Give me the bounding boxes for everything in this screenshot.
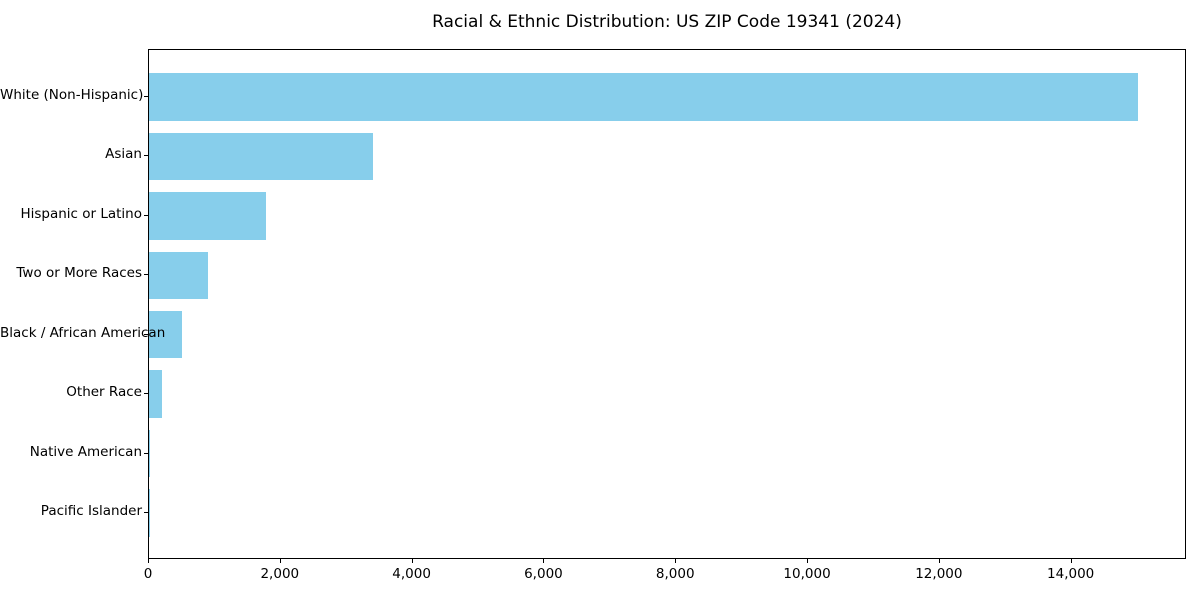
- y-tick-label: Two or More Races: [16, 265, 142, 282]
- y-tick-mark: [144, 452, 148, 454]
- bar-black-african-american: [149, 310, 182, 359]
- y-tick-mark: [144, 393, 148, 395]
- x-tick-mark: [675, 559, 677, 563]
- bar-hispanic-or-latino: [149, 192, 266, 240]
- x-tick-label: 14,000: [1047, 566, 1095, 582]
- x-tick-mark: [411, 559, 413, 563]
- x-tick-mark: [148, 559, 149, 563]
- y-tick-label: Asian: [105, 146, 142, 163]
- x-tick-mark: [543, 559, 545, 563]
- x-tick-label: 4,000: [392, 566, 431, 582]
- y-tick-mark: [144, 512, 148, 514]
- y-tick-label: Other Race: [66, 384, 142, 401]
- y-tick-label: Black / African American: [0, 324, 166, 341]
- plot-area: [148, 49, 1186, 559]
- x-tick-label: 8,000: [655, 566, 695, 582]
- y-tick-mark: [144, 214, 148, 216]
- bar-white-non-hispanic: [149, 73, 1138, 121]
- y-tick-label: Pacific Islander: [40, 503, 142, 520]
- bar-asian: [149, 132, 374, 181]
- y-tick-label: Native American: [29, 443, 142, 460]
- x-tick-mark: [807, 559, 809, 563]
- y-tick-mark: [144, 333, 148, 335]
- x-tick-label: 6,000: [524, 566, 563, 582]
- x-tick-mark: [1070, 559, 1072, 563]
- chart-title: Racial & Ethnic Distribution: US ZIP Cod…: [432, 12, 902, 32]
- x-tick-mark: [279, 559, 281, 563]
- y-tick-mark: [144, 155, 148, 157]
- x-tick-label: 2,000: [260, 566, 300, 582]
- x-tick-label: 0: [143, 566, 153, 582]
- y-tick-mark: [144, 274, 148, 276]
- bar-native-american: [149, 429, 150, 478]
- y-tick-label: Hispanic or Latino: [20, 205, 142, 222]
- bar-other-race: [149, 370, 163, 418]
- bar-two-or-more-races: [149, 251, 209, 300]
- y-tick-mark: [144, 95, 148, 97]
- x-tick-label: 12,000: [915, 566, 963, 582]
- x-tick-label: 10,000: [783, 566, 831, 582]
- x-tick-mark: [938, 559, 940, 563]
- y-tick-label: White (Non-Hispanic): [0, 86, 144, 103]
